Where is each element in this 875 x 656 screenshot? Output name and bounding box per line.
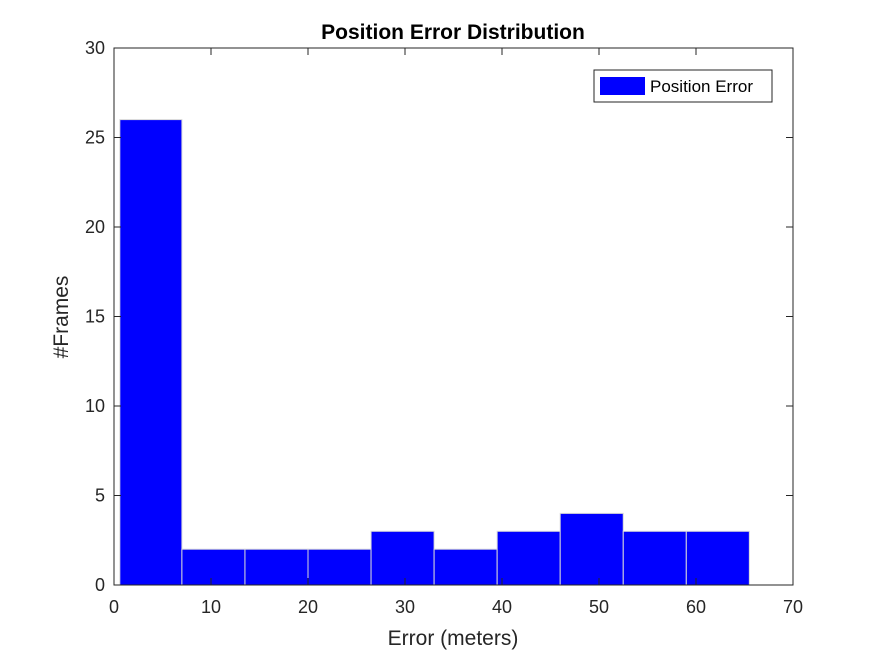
x-tick-label: 30 — [395, 597, 415, 617]
histogram-bar-1 — [119, 119, 183, 586]
histogram-bar-8 — [559, 512, 624, 586]
x-tick-label: 60 — [686, 597, 706, 617]
y-tick-label: 15 — [85, 307, 105, 327]
x-tick-label: 0 — [109, 597, 119, 617]
x-tick-label: 50 — [589, 597, 609, 617]
histogram-bar-9 — [622, 530, 687, 586]
bars-group — [119, 119, 750, 586]
x-tick-label: 20 — [298, 597, 318, 617]
histogram-bar-3 — [244, 548, 309, 586]
histogram-bar-4 — [307, 548, 372, 586]
x-tick-label: 70 — [783, 597, 803, 617]
legend-swatch — [600, 77, 645, 95]
x-tick-label: 40 — [492, 597, 512, 617]
axes-box — [113, 47, 794, 586]
x-axis-label: Error (meters) — [388, 627, 519, 650]
y-tick-label: 5 — [95, 486, 105, 506]
legend[interactable]: Position Error — [593, 69, 773, 103]
y-tick-label: 0 — [95, 575, 105, 595]
histogram-bar-7 — [496, 530, 561, 586]
y-tick-label: 20 — [85, 217, 105, 237]
histogram-bar-2 — [181, 548, 246, 586]
legend-label: Position Error — [650, 77, 753, 96]
histogram-bar-10 — [685, 530, 750, 586]
histogram-bar-6 — [433, 548, 498, 586]
y-tick-label: 30 — [85, 38, 105, 58]
x-tick-label: 10 — [201, 597, 221, 617]
histogram-bar-5 — [370, 530, 435, 586]
plot-area — [114, 48, 793, 585]
y-tick-label: 25 — [85, 128, 105, 148]
y-tick-label: 10 — [85, 396, 105, 416]
chart-title: Position Error Distribution — [321, 21, 585, 44]
y-axis-label: #Frames — [50, 276, 73, 359]
